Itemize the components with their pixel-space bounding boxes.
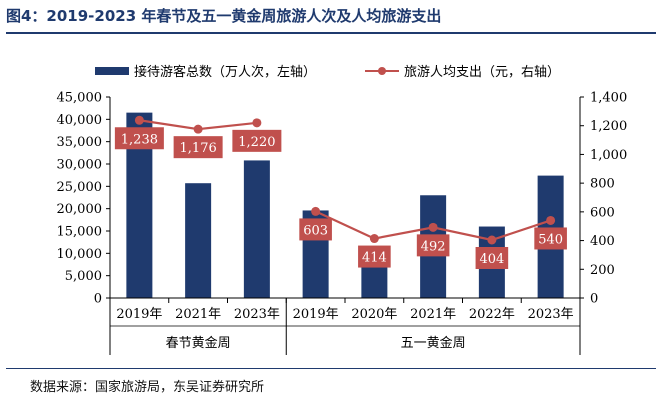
line-point [487,235,497,245]
data-label: 603 [303,223,328,238]
data-label: 1,176 [180,141,217,156]
line-point [134,115,144,125]
data-label-box [232,129,282,152]
title-divider [6,32,656,34]
left-axis-tick-label: 30,000 [57,158,103,173]
x-axis-tick-label: 2023年 [528,307,574,322]
legend-line-marker [378,67,386,75]
legend: 接待游客总数（万人次，左轴） 旅游人均支出（元，右轴） [95,64,560,80]
right-axis-tick-label: 1,200 [590,119,627,134]
right-axis-tick-label: 800 [590,177,615,192]
right-axis-tick-label: 600 [590,205,615,220]
footer-divider [6,368,656,369]
data-label: 492 [421,239,446,254]
left-axis-tick-label: 35,000 [57,135,103,150]
x-axis-tick-label: 2021年 [175,307,221,322]
right-axis-tick-label: 1,000 [590,148,627,163]
axes: 0 5,000 10,000 15,000 20,000 25,000 30,000 35,0… [57,91,628,307]
x-group-label: 春节黄金周 [166,335,231,351]
right-axis-tick-label: 200 [590,263,615,278]
data-label-box [416,234,450,257]
left-axis-tick-label: 40,000 [57,113,103,128]
right-axis-tick-label: 1,400 [590,91,627,106]
line-point [546,215,556,225]
right-axis-tick-label: 0 [590,292,598,307]
x-axis-tick-label: 2020年 [351,307,397,322]
left-axis-tick-label: 0 [94,292,102,307]
right-axis-tick-label: 400 [590,234,615,249]
source-note: 数据来源：国家旅游局，东吴证券研究所 [30,380,265,395]
x-axis-tick-label: 2019年 [293,307,339,322]
x-axis-tick-label: 2023年 [234,307,280,322]
line-point [193,124,203,134]
page-title: 图4：2019-2023 年春节及五一黄金周旅游人次及人均旅游支出 [6,7,442,25]
data-label-box [475,246,509,269]
data-label-box [173,136,223,159]
line-point [311,206,321,216]
data-label: 540 [538,232,563,247]
data-label: 404 [479,252,504,267]
legend-bar-label: 接待游客总数（万人次，左轴） [134,64,316,80]
data-labels: 1,238 1,176 1,220 603 414 492 404 540 [114,127,567,269]
data-label-box [299,218,332,241]
data-label-box [534,227,567,250]
line-point [252,118,262,128]
line-point [428,222,438,232]
legend-bar-swatch [95,67,129,75]
data-label-box [358,245,391,268]
left-axis-tick-label: 45,000 [57,91,103,106]
bar [243,160,270,298]
x-group-label: 五一黄金周 [401,335,466,351]
left-axis-tick-label: 10,000 [57,247,103,262]
chart: 接待游客总数（万人次，左轴） 旅游人均支出（元，右轴） 0 5,000 10,000… [57,64,628,355]
x-axis-tick-label: 2022年 [469,307,515,322]
left-axis-tick-label: 5,000 [65,269,102,284]
x-axis-tick-label: 2019年 [116,307,162,322]
x-axis-tick-label: 2021年 [410,307,456,322]
data-label: 1,220 [238,135,275,150]
left-axis-tick-label: 20,000 [57,202,103,217]
bar [185,183,212,298]
data-label-box [114,127,164,150]
line-point [369,234,379,244]
left-axis-tick-label: 15,000 [57,225,103,240]
x-axis: 2019年 2021年 2023年 2019年 2020年 2021年 2022年 2023年… [109,297,581,355]
data-label: 1,238 [121,132,158,147]
line-series [134,115,556,245]
legend-line-label: 旅游人均支出（元，右轴） [404,65,560,80]
left-axis-tick-label: 25,000 [57,180,103,195]
data-label: 414 [362,251,387,266]
